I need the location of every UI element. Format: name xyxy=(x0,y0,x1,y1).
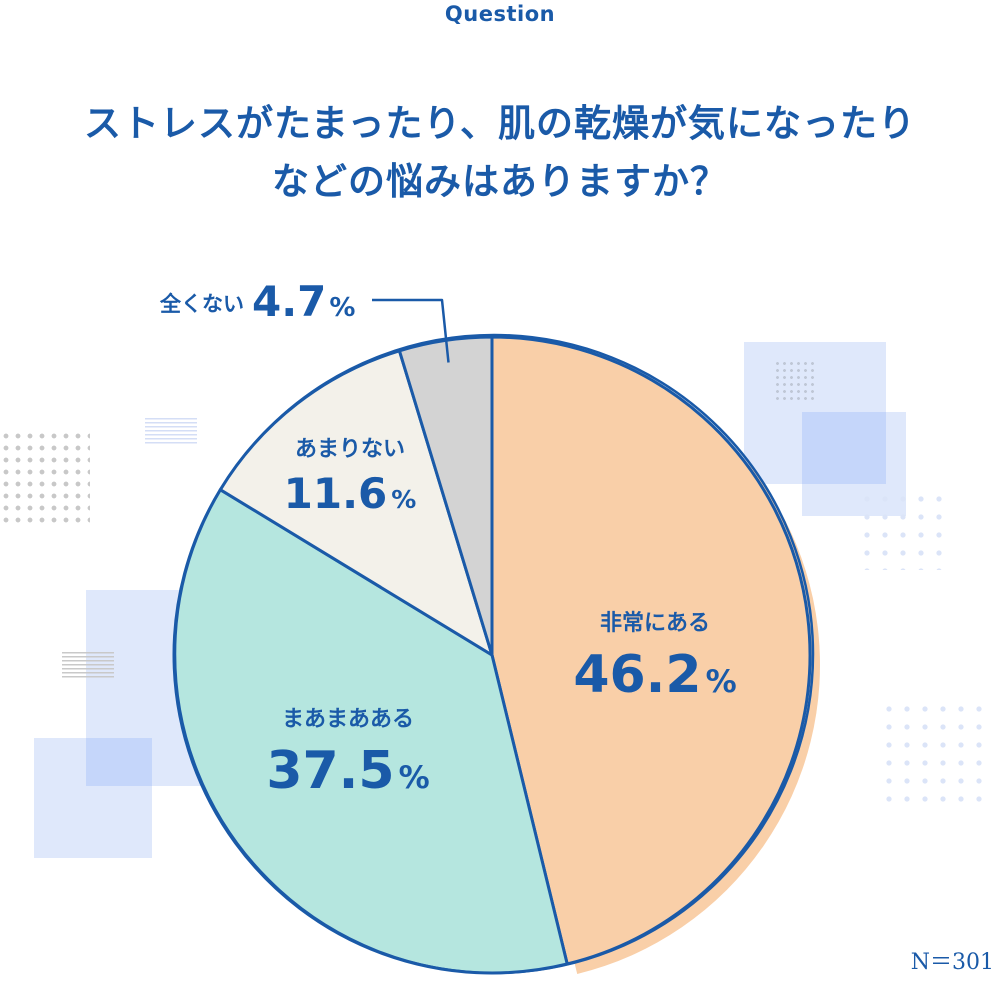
slice-value-1: 46.2% xyxy=(573,645,736,705)
slice-value-4: 4.7% xyxy=(252,277,355,326)
slice-value-number: 46.2 xyxy=(573,645,701,705)
slice-value-unit: % xyxy=(706,664,737,700)
slice-value-unit: % xyxy=(329,293,355,323)
slice-value-3: 11.6% xyxy=(284,469,417,518)
question-title-line-1: ストレスがたまったり、肌の乾燥が気になったり xyxy=(84,102,916,145)
decor-dots-left xyxy=(0,430,90,525)
question-title-line-2: などの悩みはありますか？ xyxy=(272,160,728,203)
slice-value-unit: % xyxy=(391,485,416,514)
sample-size: N＝301 xyxy=(910,950,994,975)
decor-square-left-overlap xyxy=(86,738,152,786)
decor-dots-right-small xyxy=(774,360,816,402)
slice-value-number: 4.7 xyxy=(252,277,326,326)
leader-line xyxy=(372,298,450,363)
slice-label-3: あまりない xyxy=(295,437,405,462)
question-label: Question xyxy=(444,2,556,26)
slice-value-number: 11.6 xyxy=(284,469,388,518)
slice-value-2: 37.5% xyxy=(266,741,429,801)
pie-outline xyxy=(173,333,815,975)
decor-lines-left-top xyxy=(145,418,197,444)
slice-label-4: 全くない xyxy=(159,292,244,316)
decor-lines-left-mid xyxy=(62,652,114,678)
decor-dots-right-mid xyxy=(858,490,946,570)
decor-square-right-overlap xyxy=(802,412,886,484)
question-title: ストレスがたまったり、肌の乾燥が気になったり などの悩みはありますか？ xyxy=(0,95,1000,211)
decor-dots-right-bottom xyxy=(880,700,990,812)
pie-slice-1 xyxy=(490,335,812,966)
slice-value-unit: % xyxy=(399,760,430,796)
slice-label-2: まあまあある xyxy=(282,707,414,732)
slice-label-1: 非常にある xyxy=(600,610,710,636)
slice-value-number: 37.5 xyxy=(266,741,394,801)
